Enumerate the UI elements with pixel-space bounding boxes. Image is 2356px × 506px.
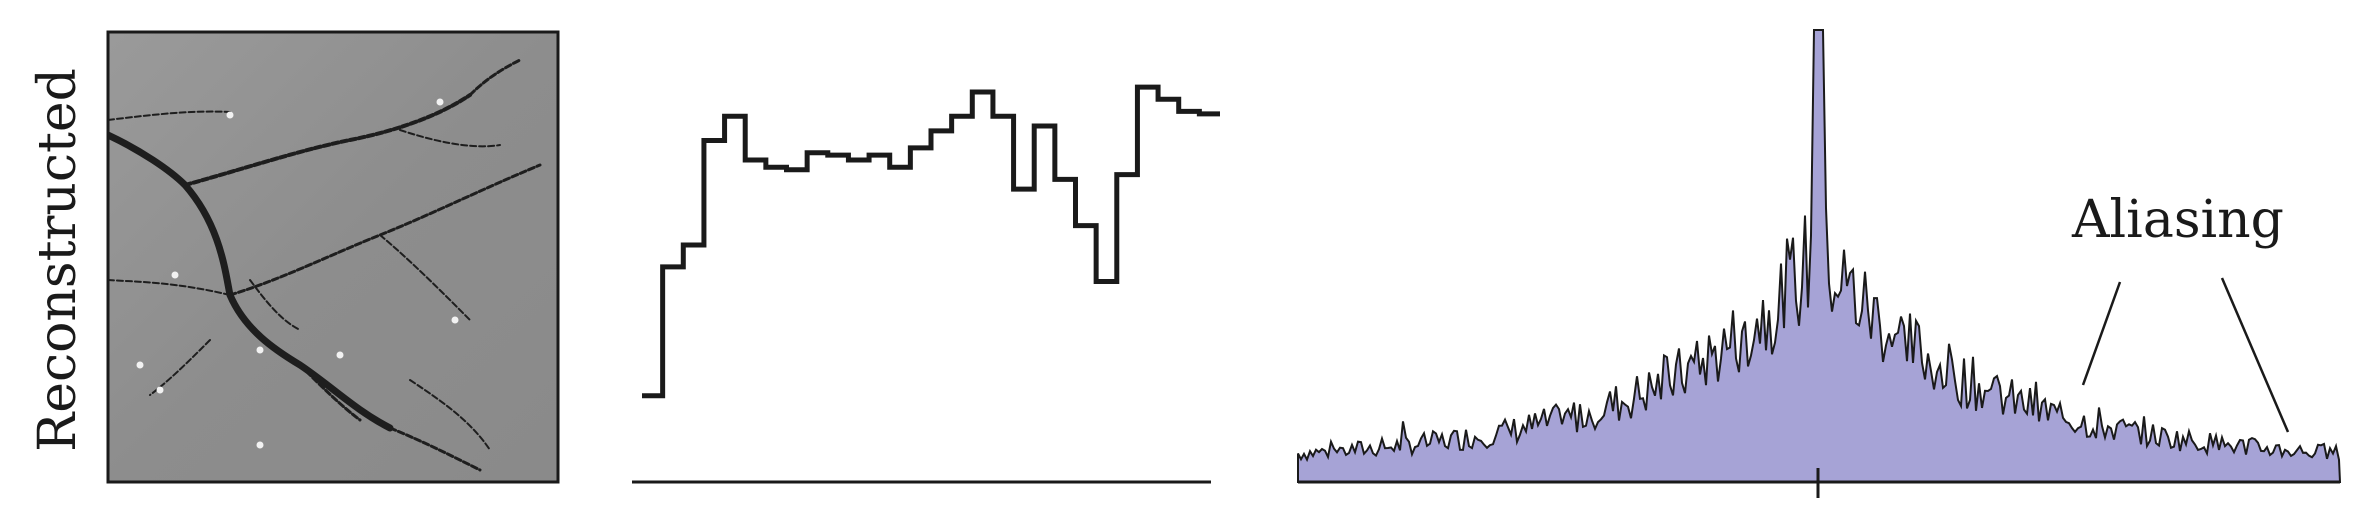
vessel-branch-7 [399, 129, 501, 148]
bright-speck-9 [256, 441, 264, 449]
image-frame [106, 30, 560, 484]
profile-panel [632, 84, 1220, 484]
bright-speck-1 [136, 361, 144, 369]
aliasing-pointer-left [2081, 281, 2122, 386]
vessel-branch-10 [149, 339, 211, 396]
bright-speck-6 [451, 316, 459, 324]
bright-speck-5 [336, 351, 344, 359]
vessel-branch-2 [183, 93, 472, 187]
reconstructed-image-panel [106, 30, 560, 484]
bright-speck-4 [171, 271, 179, 279]
aliasing-label: Aliasing [2072, 190, 2284, 250]
vessel-branch-8 [108, 279, 231, 296]
aliasing-pointer-right [2220, 277, 2290, 433]
bright-speck-3 [256, 346, 264, 354]
vessel-branch-11 [379, 234, 471, 321]
vessel-branch-9 [249, 279, 301, 331]
spectrum-panel [1297, 29, 2342, 498]
vessel-branches [108, 58, 542, 472]
vessel-branch-12 [409, 379, 491, 451]
bright-speck-7 [436, 98, 444, 106]
vessel-branch-4 [298, 363, 362, 422]
bright-speck-2 [156, 386, 164, 394]
vessel-branch-6 [468, 58, 522, 97]
bright-speck-8 [226, 111, 234, 119]
vessel-branch-5 [388, 426, 482, 472]
spectrum-area [1297, 29, 2342, 483]
vessel-branch-13 [108, 110, 231, 121]
profile-step-line [642, 84, 1220, 399]
image-background [108, 32, 558, 482]
